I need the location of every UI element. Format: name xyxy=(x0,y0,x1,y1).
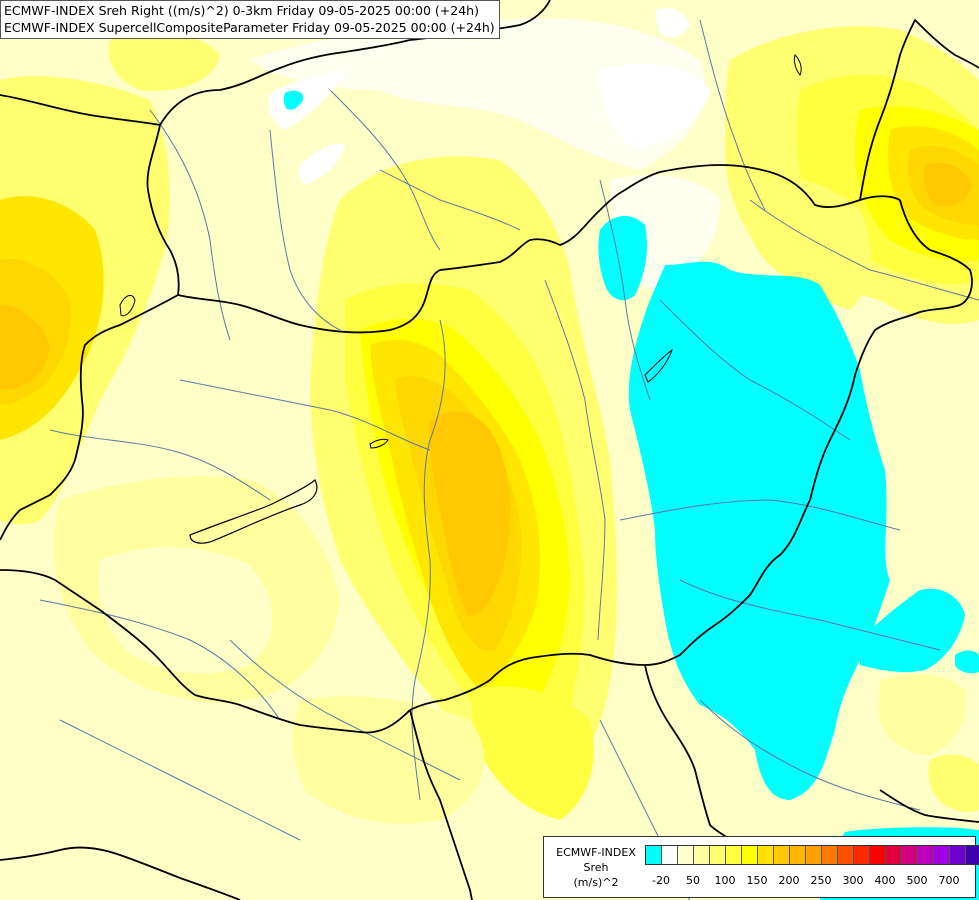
legend-swatch xyxy=(678,846,694,864)
legend-tick-label: 300 xyxy=(842,874,864,887)
border-west xyxy=(0,294,179,541)
field-se-yellow xyxy=(928,754,979,812)
legend-swatches xyxy=(645,845,979,865)
field-west-orange xyxy=(0,305,50,390)
field-cyan-se xyxy=(860,588,965,673)
legend-swatch xyxy=(662,846,678,864)
field-ne-orange xyxy=(923,162,972,207)
legend-swatch xyxy=(726,846,742,864)
legend-swatch xyxy=(886,846,902,864)
field-white-north xyxy=(600,64,710,150)
border-se-far xyxy=(879,789,979,823)
border-east-south xyxy=(644,374,856,666)
field-cyan-main xyxy=(628,261,890,800)
river-7 xyxy=(49,429,271,501)
field-central-orange xyxy=(429,411,510,616)
border-south-west xyxy=(409,709,473,900)
lake-small-4 xyxy=(644,348,673,383)
border-bottom-left xyxy=(0,846,241,900)
border-south xyxy=(409,652,646,711)
legend-title-line-2: Sreh xyxy=(583,861,609,874)
legend-tick-label: 500 xyxy=(906,874,928,887)
river-4 xyxy=(544,279,606,641)
lake-small-1 xyxy=(369,438,389,449)
border-north xyxy=(159,0,551,126)
field-white-north3 xyxy=(298,143,345,185)
river-16 xyxy=(149,109,231,341)
legend-swatch xyxy=(806,846,822,864)
river-6 xyxy=(179,379,431,451)
border-west-north xyxy=(0,94,180,296)
legend-title: ECMWF-INDEX Sreh (m/s)^2 xyxy=(547,845,645,890)
river-13 xyxy=(699,699,921,811)
river-8 xyxy=(39,599,281,721)
rivers xyxy=(39,19,979,900)
legend-swatch xyxy=(710,846,726,864)
legend-swatch xyxy=(918,846,934,864)
legend-swatch xyxy=(742,846,758,864)
legend-tick-label: 100 xyxy=(714,874,736,887)
border-central-north xyxy=(177,164,901,334)
lake-balaton xyxy=(189,479,318,544)
legend-tick-label: 200 xyxy=(778,874,800,887)
field-white-ne xyxy=(655,8,690,38)
border-east xyxy=(854,199,973,376)
field-east-yellow xyxy=(739,176,871,310)
legend-tick-label: 150 xyxy=(746,874,768,887)
river-2 xyxy=(329,89,441,251)
header-line-1: ECMWF-INDEX Sreh Right ((m/s)^2) 0-3km F… xyxy=(4,3,479,18)
legend-swatch xyxy=(950,846,966,864)
border-ne xyxy=(859,19,979,201)
border-south-east xyxy=(644,664,746,851)
legend-ticks: -20 50 100 150 200 250 300 400 500 700 xyxy=(645,874,973,890)
field-white-north2 xyxy=(268,70,345,130)
legend-swatch xyxy=(854,846,870,864)
field-se-light xyxy=(878,674,966,755)
map-header: ECMWF-INDEX Sreh Right ((m/s)^2) 0-3km F… xyxy=(0,0,500,39)
field-west-top xyxy=(108,33,220,91)
lake-small-3 xyxy=(793,54,802,76)
legend-title-line-3: (m/s)^2 xyxy=(573,876,619,889)
legend-swatch xyxy=(934,846,950,864)
field-pale-north xyxy=(250,18,706,170)
legend-swatch xyxy=(838,846,854,864)
river-19 xyxy=(379,169,521,231)
river-12 xyxy=(679,579,941,651)
legend-title-line-1: ECMWF-INDEX xyxy=(556,846,636,859)
field-south-yellow xyxy=(470,686,594,820)
lake-small-2 xyxy=(119,294,136,317)
legend-swatch xyxy=(870,846,886,864)
river-5 xyxy=(599,179,651,401)
legend-swatch xyxy=(966,846,979,864)
river-18 xyxy=(699,19,766,211)
river-11 xyxy=(619,499,901,531)
legend-swatch xyxy=(774,846,790,864)
legend-swatch xyxy=(694,846,710,864)
river-10 xyxy=(659,299,851,441)
legend-tick-label: -20 xyxy=(652,874,670,887)
legend-tick-label: 250 xyxy=(810,874,832,887)
header-line-2: ECMWF-INDEX SupercellCompositeParameter … xyxy=(4,20,495,35)
field-cyan-east-small xyxy=(955,650,979,674)
field-cyan-west xyxy=(598,215,647,301)
field-cyan-ne-small xyxy=(283,90,304,110)
river-1 xyxy=(269,129,341,331)
legend-tick-label: 700 xyxy=(938,874,960,887)
legend-swatch xyxy=(902,846,918,864)
legend-tick-label: 400 xyxy=(874,874,896,887)
legend-swatch xyxy=(822,846,838,864)
legend-swatch xyxy=(758,846,774,864)
legend-swatch xyxy=(646,846,662,864)
legend-tick-label: 50 xyxy=(686,874,700,887)
border-sw xyxy=(0,569,411,734)
river-15 xyxy=(749,199,979,301)
color-legend: ECMWF-INDEX Sreh (m/s)^2 -20 50 100 150 200 2… xyxy=(543,836,979,898)
legend-swatch xyxy=(790,846,806,864)
river-17 xyxy=(59,719,301,841)
